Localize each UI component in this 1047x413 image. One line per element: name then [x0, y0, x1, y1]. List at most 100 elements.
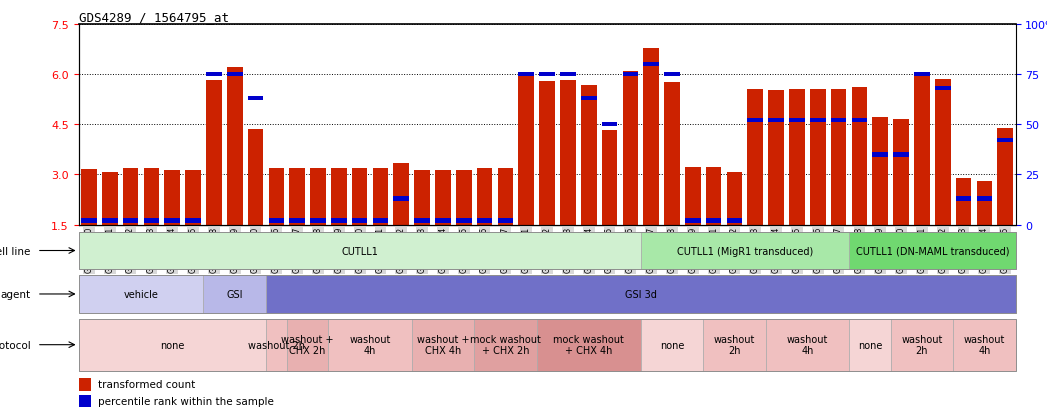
Text: washout 2h: washout 2h — [248, 340, 305, 350]
Bar — [497, 169, 513, 225]
Bar — [706, 219, 721, 223]
Bar — [578, 225, 599, 227]
Bar — [623, 72, 639, 225]
Bar — [851, 88, 867, 225]
Text: CUTLL1 (DN-MAML transduced): CUTLL1 (DN-MAML transduced) — [855, 246, 1009, 256]
Text: mock washout
+ CHX 2h: mock washout + CHX 2h — [470, 334, 541, 356]
Bar — [891, 225, 912, 227]
Text: protocol: protocol — [0, 340, 30, 350]
Bar — [415, 219, 430, 223]
Bar — [914, 76, 930, 225]
Bar — [350, 225, 370, 227]
Bar — [436, 219, 451, 223]
Bar — [620, 225, 641, 227]
Bar — [789, 119, 805, 123]
Bar — [891, 319, 953, 370]
Bar — [203, 275, 266, 313]
Bar — [182, 225, 203, 227]
Bar — [289, 169, 305, 225]
Text: GSI 3d: GSI 3d — [625, 289, 656, 299]
Bar — [872, 153, 888, 157]
Bar — [373, 219, 388, 223]
Text: washout
4h: washout 4h — [786, 334, 828, 356]
Bar — [539, 73, 555, 77]
Text: agent: agent — [0, 289, 30, 299]
Bar — [977, 197, 993, 201]
Bar — [474, 319, 537, 370]
Bar — [893, 153, 909, 157]
Bar — [164, 171, 180, 225]
Bar — [727, 219, 742, 223]
Bar — [518, 74, 534, 225]
Bar — [411, 319, 474, 370]
Bar — [455, 171, 471, 225]
Bar — [641, 232, 849, 270]
Bar — [664, 83, 680, 225]
Bar — [268, 169, 284, 225]
Bar — [415, 171, 430, 225]
Bar — [537, 225, 557, 227]
Bar — [79, 319, 266, 370]
Bar — [727, 172, 742, 225]
Bar — [599, 225, 620, 227]
Bar — [331, 169, 347, 225]
Bar — [685, 168, 700, 225]
Bar — [287, 319, 329, 370]
Text: cell line: cell line — [0, 246, 30, 256]
Bar — [851, 119, 867, 123]
Bar — [685, 219, 700, 223]
Text: washout +
CHX 2h: washout + CHX 2h — [282, 334, 334, 356]
Bar — [849, 319, 891, 370]
Bar — [227, 73, 243, 77]
Bar — [807, 225, 828, 227]
Bar — [495, 225, 516, 227]
Text: washout
2h: washout 2h — [901, 334, 942, 356]
Bar — [725, 225, 744, 227]
Bar — [706, 168, 721, 225]
Bar — [476, 169, 492, 225]
Bar — [768, 119, 784, 123]
Bar — [748, 119, 763, 123]
Bar — [143, 169, 159, 225]
Bar — [185, 171, 201, 225]
Bar — [641, 225, 662, 227]
Bar — [162, 225, 182, 227]
Bar — [329, 225, 350, 227]
Bar — [102, 219, 117, 223]
Text: mock washout
+ CHX 4h: mock washout + CHX 4h — [553, 334, 624, 356]
Bar — [810, 119, 826, 123]
Text: none: none — [160, 340, 184, 350]
Bar — [560, 73, 576, 77]
Bar — [81, 170, 96, 225]
Bar — [79, 225, 99, 227]
Bar — [411, 225, 432, 227]
Bar — [932, 225, 953, 227]
Bar — [786, 225, 807, 227]
Bar — [206, 73, 222, 77]
Text: none: none — [857, 340, 882, 350]
Bar — [436, 171, 451, 225]
Bar — [102, 173, 117, 225]
Bar — [995, 225, 1016, 227]
Bar — [537, 319, 641, 370]
Bar — [268, 219, 284, 223]
Bar — [224, 225, 245, 227]
Bar — [912, 225, 932, 227]
Bar — [518, 73, 534, 77]
Bar — [560, 81, 576, 225]
Bar — [935, 87, 951, 91]
Bar — [768, 90, 784, 225]
Bar — [266, 275, 1016, 313]
Bar — [998, 139, 1013, 143]
Bar — [664, 73, 680, 77]
Bar — [830, 90, 846, 225]
Text: transformed count: transformed count — [98, 380, 196, 389]
Bar — [662, 225, 683, 227]
Bar — [476, 219, 492, 223]
Bar — [602, 131, 618, 225]
Bar — [227, 67, 243, 225]
Bar — [394, 163, 409, 225]
Bar — [122, 169, 138, 225]
Bar — [765, 225, 786, 227]
Bar — [765, 319, 849, 370]
